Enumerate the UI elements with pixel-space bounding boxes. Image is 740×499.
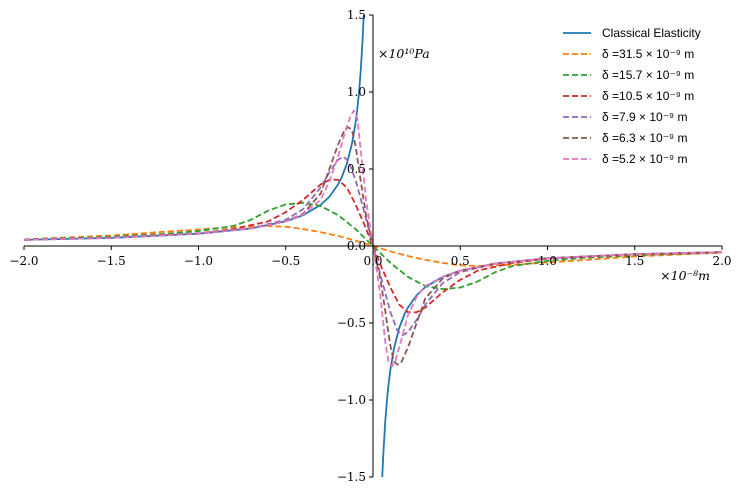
y-ticks: −1.5 −1.0 −0.5 0.0 0.5 1.0 1.5 xyxy=(337,8,373,484)
y-tick-label: 1.5 xyxy=(347,8,366,22)
series-line-4 xyxy=(23,178,723,314)
legend-label: δ =5.2 × 10⁻⁹ m xyxy=(602,152,688,166)
x-unit-label: ×10⁻⁸m xyxy=(660,268,710,283)
x-tick-label: −1.5 xyxy=(97,254,126,268)
x-ticks: −2.0 −1.5 −1.0 −0.5 0.0 0.5 1.0 1.5 2.0 xyxy=(9,246,732,268)
y-unit-label: ×10¹⁰Pa xyxy=(378,46,430,61)
series-line-7 xyxy=(23,109,723,368)
y-tick-label: 0.0 xyxy=(347,239,366,253)
series-line-3 xyxy=(23,201,723,291)
legend-label: δ =15.7 × 10⁻⁹ m xyxy=(602,68,694,82)
y-tick-label: −0.5 xyxy=(337,316,366,330)
y-tick-label: −1.5 xyxy=(337,470,366,484)
legend-label: δ =31.5 × 10⁻⁹ m xyxy=(602,47,694,61)
series-line-0 xyxy=(23,14,365,241)
y-tick-label: −1.0 xyxy=(337,393,366,407)
x-tick-label: 2.0 xyxy=(712,254,731,268)
legend: Classical Elasticity δ =31.5 × 10⁻⁹ m δ =1… xyxy=(563,26,701,166)
legend-label: δ =7.9 × 10⁻⁹ m xyxy=(602,110,688,124)
x-tick-label: −0.5 xyxy=(271,254,300,268)
legend-label: δ =10.5 × 10⁻⁹ m xyxy=(602,89,694,103)
x-tick-label: 1.5 xyxy=(625,254,644,268)
legend-label: δ =6.3 × 10⁻⁹ m xyxy=(602,131,688,145)
x-tick-label: −2.0 xyxy=(9,254,38,268)
series-line-1 xyxy=(381,251,723,478)
x-tick-label: −1.0 xyxy=(184,254,213,268)
x-tick-label: 0.5 xyxy=(451,254,470,268)
y-tick-label: 1.0 xyxy=(347,85,366,99)
legend-label: Classical Elasticity xyxy=(602,26,701,40)
x-tick-label: 1.0 xyxy=(538,254,557,268)
x-tick-label: 0.0 xyxy=(363,254,382,268)
y-tick-label: 0.5 xyxy=(347,162,366,176)
